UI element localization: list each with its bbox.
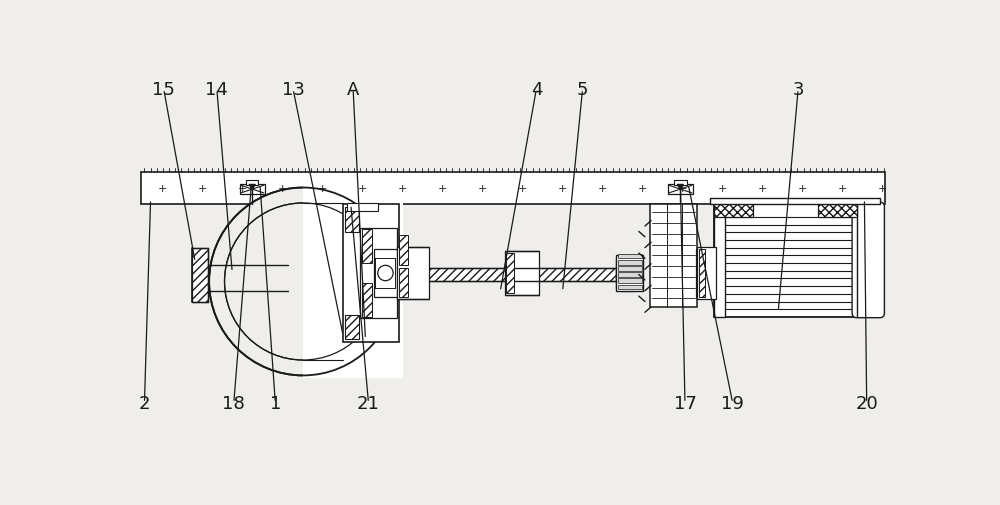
Text: +: + [878,184,888,194]
Bar [674,180,687,186]
Bar [618,273,642,277]
Text: 1: 1 [270,394,281,412]
Text: +: + [758,184,767,194]
Text: +: + [798,184,807,194]
Bar [818,204,857,217]
Bar [714,204,753,217]
Text: +: + [238,184,247,194]
Bar [710,199,880,205]
Bar [506,254,514,293]
Text: 5: 5 [577,81,588,99]
Bar [362,283,372,317]
Text: +: + [198,184,207,194]
Text: 13: 13 [282,81,304,99]
Bar [399,268,408,297]
Bar [616,255,643,292]
Bar [616,259,638,288]
Text: 17: 17 [674,394,696,412]
Text: 21: 21 [357,394,380,412]
Circle shape [225,204,382,360]
Bar [397,268,616,281]
Circle shape [209,188,397,376]
Text: +: + [438,184,447,194]
Bar [246,180,258,186]
Text: +: + [518,184,527,194]
Polygon shape [249,185,255,190]
Bar [303,186,403,378]
Text: 4: 4 [531,81,542,99]
Text: +: + [638,184,647,194]
Bar [397,247,429,299]
Bar [141,173,885,205]
Text: 20: 20 [855,394,878,412]
Text: +: + [718,184,727,194]
Text: 2: 2 [139,394,150,412]
Text: 18: 18 [222,394,245,412]
Text: +: + [318,184,327,194]
Text: +: + [558,184,567,194]
Bar [618,279,642,283]
Polygon shape [677,185,683,190]
Bar [714,204,725,317]
Text: +: + [278,184,287,194]
Circle shape [378,266,393,281]
Bar [699,249,705,297]
Bar [714,204,857,317]
Bar [374,249,397,297]
Text: +: + [598,184,607,194]
Text: +: + [678,184,687,194]
Bar [650,205,697,307]
Text: +: + [157,184,167,194]
Bar [505,251,539,296]
Bar [240,185,265,194]
Text: +: + [398,184,407,194]
Bar [618,254,642,259]
Text: +: + [478,184,487,194]
Text: 14: 14 [205,81,228,99]
Bar [668,185,693,194]
Bar [362,230,372,264]
Bar [192,248,208,302]
Text: 3: 3 [792,81,804,99]
Text: +: + [838,184,848,194]
Text: 19: 19 [721,394,744,412]
Bar [343,205,399,342]
Text: 15: 15 [152,81,175,99]
Bar [347,204,378,211]
Bar [399,236,408,265]
Bar [697,247,716,299]
Text: A: A [347,81,359,99]
Bar [621,256,633,291]
Text: +: + [358,184,367,194]
Bar [696,249,713,297]
Bar [360,228,397,319]
Bar [618,267,642,271]
Bar [618,261,642,265]
Bar [345,315,359,339]
FancyBboxPatch shape [852,203,884,318]
Bar [618,285,642,289]
Bar [345,208,359,233]
